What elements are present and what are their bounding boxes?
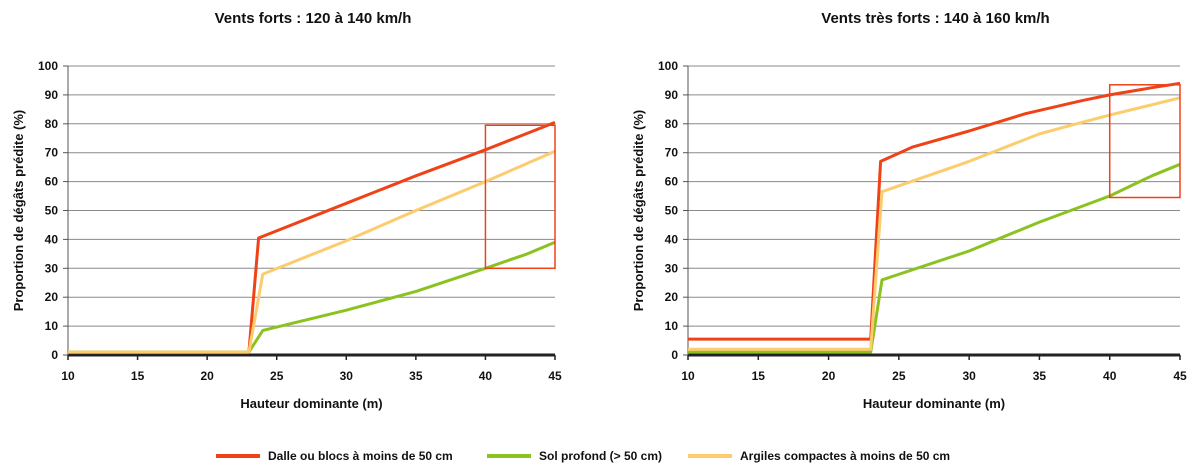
y-tick-label: 50 bbox=[45, 204, 59, 218]
x-tick-label: 30 bbox=[962, 369, 976, 383]
y-tick-label: 80 bbox=[665, 117, 679, 131]
x-tick-label: 40 bbox=[479, 369, 493, 383]
y-tick-label: 70 bbox=[45, 146, 59, 160]
x-tick-label: 15 bbox=[752, 369, 766, 383]
y-tick-label: 80 bbox=[45, 117, 59, 131]
legend-label: Dalle ou blocs à moins de 50 cm bbox=[268, 449, 453, 463]
legend-swatch bbox=[688, 454, 732, 458]
y-tick-label: 90 bbox=[45, 88, 59, 102]
legend: Dalle ou blocs à moins de 50 cm Sol prof… bbox=[0, 449, 1189, 465]
y-tick-label: 0 bbox=[671, 348, 678, 362]
series-line-1 bbox=[688, 81, 1181, 341]
y-axis-title: Proportion de dégâts prédite (%) bbox=[631, 110, 646, 312]
legend-swatch bbox=[216, 454, 260, 458]
x-axis-title: Hauteur dominante (m) bbox=[863, 396, 1005, 411]
y-tick-label: 50 bbox=[665, 204, 679, 218]
highlight-box bbox=[1108, 84, 1181, 199]
x-tick-label: 25 bbox=[270, 369, 284, 383]
x-tick-label: 45 bbox=[1173, 369, 1187, 383]
x-tick-label: 20 bbox=[822, 369, 836, 383]
y-tick-label: 30 bbox=[665, 261, 679, 275]
y-tick-label: 70 bbox=[665, 146, 679, 160]
x-tick-label: 15 bbox=[131, 369, 145, 383]
x-tick-label: 45 bbox=[548, 369, 562, 383]
x-tick-label: 40 bbox=[1103, 369, 1117, 383]
y-tick-label: 30 bbox=[45, 261, 59, 275]
x-tick-label: 20 bbox=[200, 369, 214, 383]
y-tick-label: 100 bbox=[38, 59, 58, 73]
legend-swatch bbox=[487, 454, 531, 458]
x-tick-label: 30 bbox=[340, 369, 354, 383]
legend-label: Sol profond (> 50 cm) bbox=[539, 449, 663, 463]
y-tick-label: 60 bbox=[665, 175, 679, 189]
series-line-2 bbox=[688, 162, 1181, 354]
y-tick-label: 90 bbox=[665, 88, 679, 102]
legend-item-dalle: Dalle ou blocs à moins de 50 cm bbox=[216, 449, 453, 463]
series-line-3 bbox=[688, 96, 1181, 351]
x-tick-label: 35 bbox=[1033, 369, 1047, 383]
x-tick-label: 35 bbox=[409, 369, 423, 383]
highlight-box bbox=[484, 124, 556, 270]
y-tick-label: 40 bbox=[45, 232, 59, 246]
y-tick-label: 10 bbox=[665, 319, 679, 333]
x-tick-label: 25 bbox=[892, 369, 906, 383]
y-tick-label: 0 bbox=[51, 348, 58, 362]
x-tick-label: 10 bbox=[681, 369, 695, 383]
series-line-2 bbox=[68, 240, 556, 354]
y-axis-title: Proportion de dégâts prédite (%) bbox=[11, 110, 26, 312]
chart-1-title: Vents forts : 120 à 140 km/h bbox=[214, 10, 412, 27]
y-tick-label: 20 bbox=[665, 290, 679, 304]
y-tick-label: 20 bbox=[45, 290, 59, 304]
y-tick-label: 40 bbox=[665, 232, 679, 246]
y-tick-label: 100 bbox=[658, 59, 678, 73]
x-axis-title: Hauteur dominante (m) bbox=[240, 396, 382, 411]
legend-item-argiles: Argiles compactes à moins de 50 cm bbox=[688, 449, 950, 463]
x-tick-label: 10 bbox=[61, 369, 75, 383]
legend-item-sol-profond: Sol profond (> 50 cm) bbox=[487, 449, 662, 463]
chart-2-title: Vents très forts : 140 à 160 km/h bbox=[821, 10, 1050, 27]
legend-label: Argiles compactes à moins de 50 cm bbox=[740, 449, 951, 463]
y-tick-label: 60 bbox=[45, 175, 59, 189]
y-tick-label: 10 bbox=[45, 319, 59, 333]
